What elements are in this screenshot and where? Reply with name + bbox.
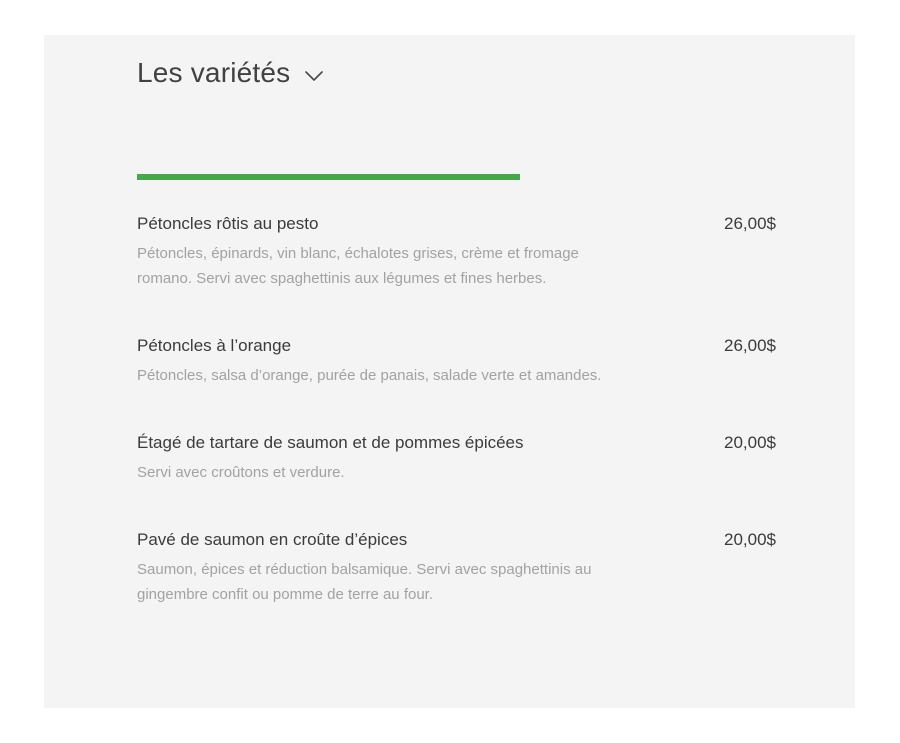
- menu-item: Pétoncles à l’orange 26,00$ Pétoncles, s…: [137, 335, 776, 388]
- item-price: 26,00$: [724, 335, 776, 355]
- item-name: Étagé de tartare de saumon et de pommes …: [137, 432, 524, 452]
- item-description: Saumon, épices et réduction balsamique. …: [137, 560, 592, 603]
- menu-item: Pétoncles rôtis au pesto 26,00$ Pétoncle…: [137, 213, 776, 291]
- item-price: 20,00$: [724, 432, 776, 452]
- section-divider: [137, 173, 520, 180]
- item-name: Pavé de saumon en croûte d’épices: [137, 529, 408, 549]
- item-name: Pétoncles à l’orange: [137, 335, 292, 355]
- menu-item: Étagé de tartare de saumon et de pommes …: [137, 432, 776, 485]
- item-price: 20,00$: [724, 529, 776, 549]
- item-price: 26,00$: [724, 213, 776, 233]
- menu-section-card: Les variétés Pétoncles rôtis au pesto 26…: [44, 35, 855, 708]
- chevron-down-icon: [304, 70, 324, 82]
- item-name: Pétoncles rôtis au pesto: [137, 213, 319, 233]
- item-description: Pétoncles, épinards, vin blanc, échalote…: [137, 244, 579, 287]
- item-description: Servi avec croûtons et verdure.: [137, 463, 345, 481]
- section-title: Les variétés: [137, 57, 291, 88]
- section-dropdown-toggle[interactable]: Les variétés: [137, 56, 324, 90]
- item-description: Pétoncles, salsa d’orange, purée de pana…: [137, 366, 602, 384]
- menu-item: Pavé de saumon en croûte d’épices 20,00$…: [137, 529, 776, 607]
